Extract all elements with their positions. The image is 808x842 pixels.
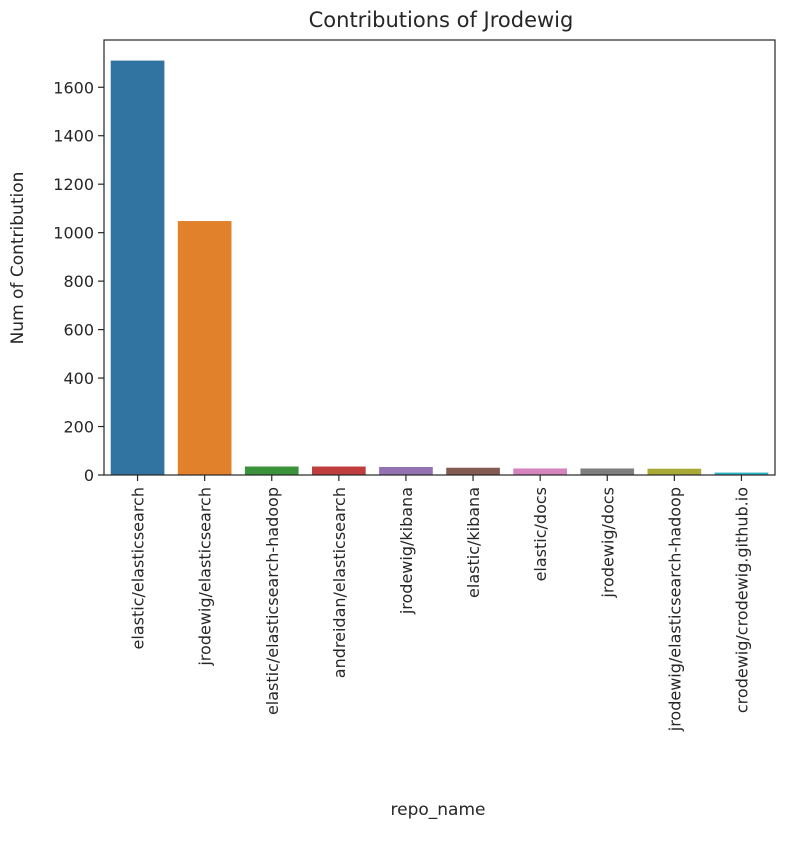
x-tick-label: jrodewig/kibana xyxy=(397,487,416,615)
plot-frame xyxy=(103,39,776,476)
chart-title: Contributions of Jrodewig xyxy=(309,8,574,32)
bar xyxy=(177,221,232,475)
x-tick-label: jrodewig/elasticsearch xyxy=(196,487,215,667)
bar xyxy=(580,468,635,475)
y-tick-label: 1200 xyxy=(53,175,94,194)
x-tick-label: andreidan/elasticsearch xyxy=(330,487,349,678)
x-tick-label: elastic/elasticsearch-hadoop xyxy=(263,487,282,715)
bar xyxy=(714,472,769,475)
y-tick-label: 800 xyxy=(63,272,94,291)
bar xyxy=(110,60,165,475)
x-axis-label: repo_name xyxy=(391,800,486,820)
bar xyxy=(312,466,366,475)
bar xyxy=(244,466,299,475)
y-tick-label: 1000 xyxy=(53,224,94,243)
y-tick-label: 600 xyxy=(63,321,94,340)
x-tick-label: elastic/elasticsearch xyxy=(129,487,148,649)
bar xyxy=(446,467,500,475)
x-tick-label: crodewig/crodewig.github.io xyxy=(732,487,751,713)
x-tick-label: jrodewig/docs xyxy=(598,487,617,599)
y-axis-label: Num of Contribution xyxy=(8,172,28,345)
y-tick-label: 1400 xyxy=(53,127,94,146)
bar xyxy=(513,468,567,475)
y-tick-label: 200 xyxy=(63,418,94,437)
bars-layer xyxy=(110,60,769,475)
y-tick-label: 400 xyxy=(63,369,94,388)
y-tick-label: 0 xyxy=(84,466,94,485)
y-tick-label: 1600 xyxy=(53,78,94,97)
bar xyxy=(647,468,702,475)
y-axis: 0 200 400 600 800 1000 1200 1400 1600 xyxy=(53,78,104,485)
x-axis: elastic/elasticsearch jrodewig/elasticsea… xyxy=(129,475,751,732)
x-tick-label: elastic/kibana xyxy=(464,487,483,598)
x-tick-label: jrodewig/elasticsearch-hadoop xyxy=(665,487,684,732)
bar xyxy=(379,467,433,475)
x-tick-label: elastic/docs xyxy=(531,487,550,581)
